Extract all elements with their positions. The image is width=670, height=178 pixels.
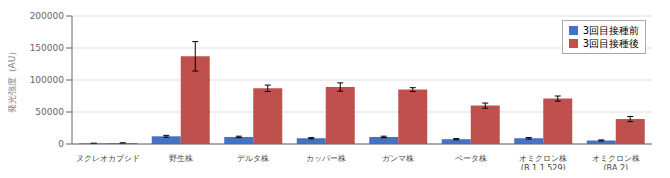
svg-text:150000: 150000: [30, 43, 65, 53]
svg-text:ガンマ株: ガンマ株: [382, 154, 414, 163]
svg-text:0: 0: [58, 139, 64, 149]
svg-text:100000: 100000: [30, 75, 65, 85]
html-text:3回目接種後: 3回目接種後: [582, 38, 639, 49]
svg-text:オミクロン株(B.1.1.529): オミクロン株(B.1.1.529): [519, 154, 567, 170]
html-text:3回目接種前: 3回目接種前: [582, 25, 639, 36]
svg-text:発光強度（AU）: 発光強度（AU）: [8, 47, 17, 114]
svg-text:ヌクレオカプシド: ヌクレオカプシド: [76, 154, 140, 163]
svg-text:オミクロン株(BA.2): オミクロン株(BA.2): [592, 154, 640, 170]
svg-text:200000: 200000: [30, 11, 65, 21]
svg-text:ベータ株: ベータ株: [455, 154, 487, 163]
svg-text:デルタ株: デルタ株: [237, 154, 269, 163]
svg-text:50000: 50000: [35, 107, 64, 117]
svg-text:カッパー株: カッパー株: [306, 154, 346, 163]
svg-text:野生株: 野生株: [169, 154, 193, 163]
